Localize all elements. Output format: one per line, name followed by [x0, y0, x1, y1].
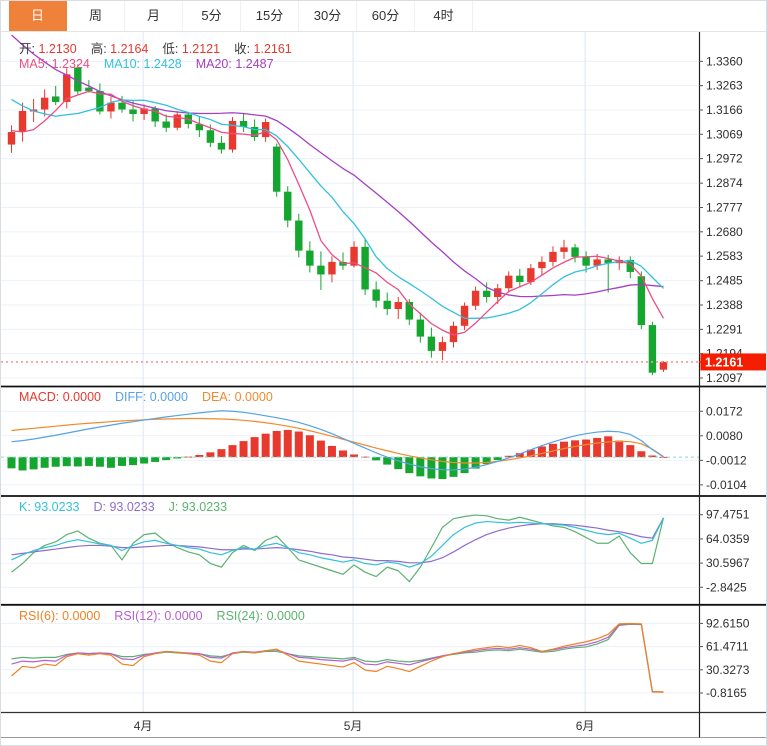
- d-line: [11, 517, 664, 564]
- rsi24-line: [11, 623, 664, 693]
- tab-day[interactable]: 日: [9, 1, 67, 31]
- y-axis-main-label: 1.2777: [706, 200, 743, 214]
- tab-30min[interactable]: 30分: [299, 1, 357, 31]
- y-axis-main-label: 1.2680: [706, 225, 743, 239]
- k-line: [11, 517, 664, 568]
- panel-separators: [1, 31, 766, 738]
- y-axis-rsi-label: 92.6150: [706, 616, 750, 630]
- y-axis-macd-label: 0.0080: [706, 429, 743, 443]
- tab-month[interactable]: 月: [125, 1, 183, 31]
- y-axis-main-label: 1.2097: [706, 371, 743, 385]
- timeframe-tabs: 日周月 5分 15分 30分 60分 4时: [1, 1, 766, 32]
- y-axis-macd-label: 0.0172: [706, 404, 743, 418]
- y-axis-main-label: 1.2874: [706, 176, 743, 190]
- macd-histogram: [7, 429, 668, 479]
- y-axis-kdj-label: -2.8425: [706, 580, 747, 594]
- tab-60min[interactable]: 60分: [357, 1, 415, 31]
- y-axis-main: 1.3360 1.3263 1.3166 1.3069 1.2972 1.2874 1.27…: [699, 54, 743, 385]
- y-axis-macd-label: -0.0012: [706, 453, 747, 467]
- y-axis-main-label: 1.2583: [706, 249, 743, 263]
- y-axis-main-label: 1.2485: [706, 274, 743, 288]
- ma10-line: [11, 98, 664, 319]
- y-axis-kdj: 97.4751 64.0359 30.5967 -2.8425: [699, 508, 750, 594]
- grid-lines: [1, 31, 699, 712]
- y-axis-kdj-label: 97.4751: [706, 508, 750, 522]
- tab-week[interactable]: 周: [67, 1, 125, 31]
- y-axis-kdj-label: 30.5967: [706, 556, 750, 570]
- ma5-line: [11, 90, 665, 336]
- y-axis-rsi-label: -0.8165: [706, 686, 747, 700]
- month-label: 6月: [576, 719, 595, 733]
- y-axis-main-label: 1.2291: [706, 322, 743, 336]
- current-price-label: 1.2161: [705, 355, 743, 369]
- month-label: 4月: [134, 719, 153, 733]
- y-axis-main-label: 1.3263: [706, 79, 743, 93]
- tab-4hour[interactable]: 4时: [415, 1, 473, 31]
- tab-15min[interactable]: 15分: [241, 1, 299, 31]
- y-axis-kdj-label: 64.0359: [706, 532, 750, 546]
- y-axis-main-label: 1.2972: [706, 152, 743, 166]
- candles: [7, 64, 668, 376]
- y-axis-macd: 0.0172 0.0080 -0.0012 -0.0104: [699, 404, 747, 492]
- y-axis-main-label: 1.3069: [706, 127, 743, 141]
- dea-line: [11, 417, 664, 464]
- y-axis-rsi-label: 61.4711: [706, 640, 749, 654]
- ma20-line: [11, 34, 664, 298]
- diff-line: [11, 410, 664, 471]
- y-axis-rsi: 92.6150 61.4711 30.3273 -0.8165: [699, 616, 750, 700]
- month-label: 5月: [344, 719, 363, 733]
- j-line: [11, 514, 665, 583]
- y-axis-main-label: 1.3360: [706, 54, 743, 68]
- y-axis-main-label: 1.3166: [706, 103, 743, 117]
- y-axis-rsi-label: 30.3273: [706, 663, 750, 677]
- y-axis-macd-label: -0.0104: [706, 478, 747, 492]
- rsi12-line: [11, 623, 664, 693]
- x-axis: 4月 5月 6月: [134, 719, 595, 733]
- current-price-badge: 1.2161: [699, 353, 766, 371]
- tab-5min[interactable]: 5分: [183, 1, 241, 31]
- y-axis-main-label: 1.2388: [706, 298, 743, 312]
- rsi6-line: [11, 622, 664, 693]
